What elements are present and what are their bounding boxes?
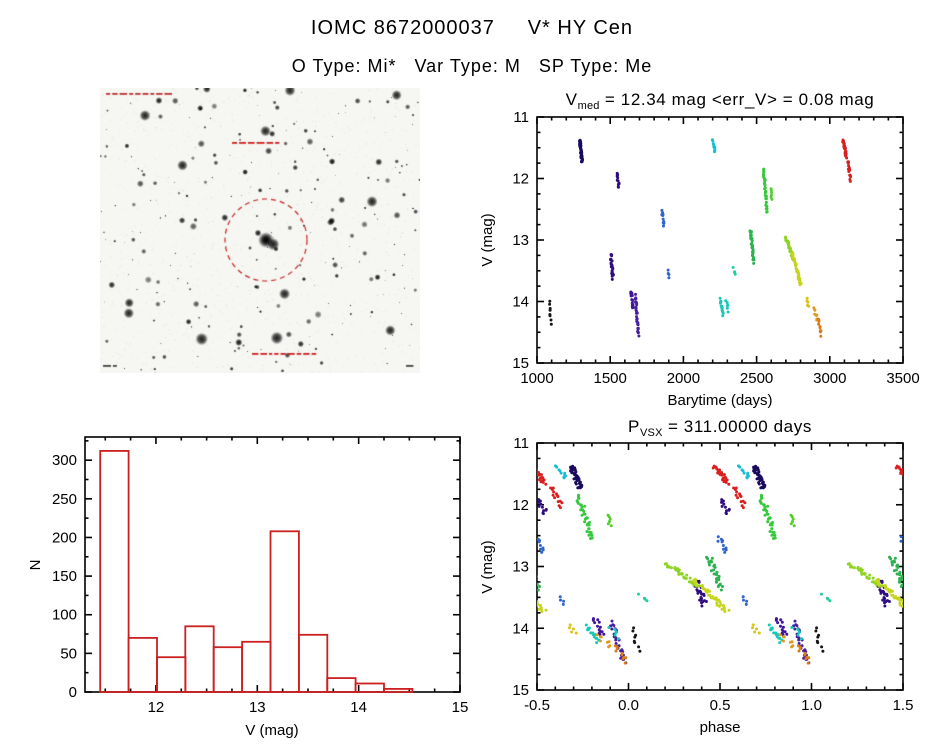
svg-text:100: 100 — [52, 607, 77, 624]
svg-text:12: 12 — [148, 699, 165, 716]
svg-text:13: 13 — [249, 699, 266, 716]
lightcurve-ylabel: V (mag) — [479, 213, 496, 266]
svg-text:14: 14 — [512, 294, 529, 311]
svg-text:50: 50 — [60, 645, 77, 662]
svg-text:3500: 3500 — [886, 370, 919, 387]
lightcurve-title: Vmed = 12.34 mag <err_V> = 0.08 mag — [565, 90, 875, 112]
svg-text:11: 11 — [513, 109, 529, 126]
svg-text:150: 150 — [52, 568, 77, 585]
svg-text:250: 250 — [52, 491, 77, 508]
finder-chart-image — [100, 88, 420, 373]
svg-text:0.0: 0.0 — [618, 697, 639, 714]
svg-text:13: 13 — [512, 559, 529, 576]
lightcurve-axes — [536, 116, 904, 364]
lightcurve-points — [548, 138, 853, 338]
histogram-bars — [99, 449, 414, 693]
svg-text:200: 200 — [52, 529, 77, 546]
phase-curve-axes — [536, 442, 904, 691]
phase-curve-title: PVSX = 311.00000 days — [628, 417, 812, 439]
svg-text:1.5: 1.5 — [893, 697, 914, 714]
page-subtitle: O Type: Mi* Var Type: M SP Type: Me — [291, 56, 653, 76]
svg-text:1.0: 1.0 — [801, 697, 822, 714]
svg-text:0: 0 — [69, 684, 77, 701]
histogram-xlabel: V (mag) — [245, 722, 298, 739]
svg-text:300: 300 — [52, 452, 77, 469]
svg-text:2500: 2500 — [740, 370, 773, 387]
svg-text:13: 13 — [512, 232, 529, 249]
lightcurve-xlabel: Barytime (days) — [667, 392, 772, 409]
svg-text:14: 14 — [350, 699, 367, 716]
lightcurve-plot: Barytime (days) V (mag) 1000 1500 2000 2500… — [479, 109, 920, 409]
svg-text:1500: 1500 — [594, 370, 627, 387]
histogram-axes — [84, 436, 461, 693]
svg-text:15: 15 — [512, 355, 529, 372]
histogram-ylabel: N — [27, 560, 44, 571]
phase-curve-points — [537, 464, 903, 665]
svg-text:14: 14 — [512, 620, 529, 637]
svg-text:0.5: 0.5 — [710, 697, 731, 714]
svg-text:12: 12 — [512, 171, 529, 188]
page-title: IOMC 8672000037 V* HY Cen — [310, 17, 634, 39]
svg-text:11: 11 — [513, 436, 529, 452]
svg-text:-0.5: -0.5 — [524, 697, 550, 714]
phase-curve-ylabel: V (mag) — [479, 540, 496, 593]
svg-text:15: 15 — [512, 682, 529, 699]
phase-curve-xlabel: phase — [700, 719, 741, 736]
svg-text:3000: 3000 — [813, 370, 846, 387]
svg-text:15: 15 — [452, 699, 469, 716]
svg-text:12: 12 — [512, 497, 529, 514]
svg-text:2000: 2000 — [667, 370, 700, 387]
phase-curve-plot: phase V (mag) -0.5 0.0 0.5 1.0 1.5 11 12 13 14 15 — [479, 436, 914, 736]
svg-text:1000: 1000 — [520, 370, 553, 387]
